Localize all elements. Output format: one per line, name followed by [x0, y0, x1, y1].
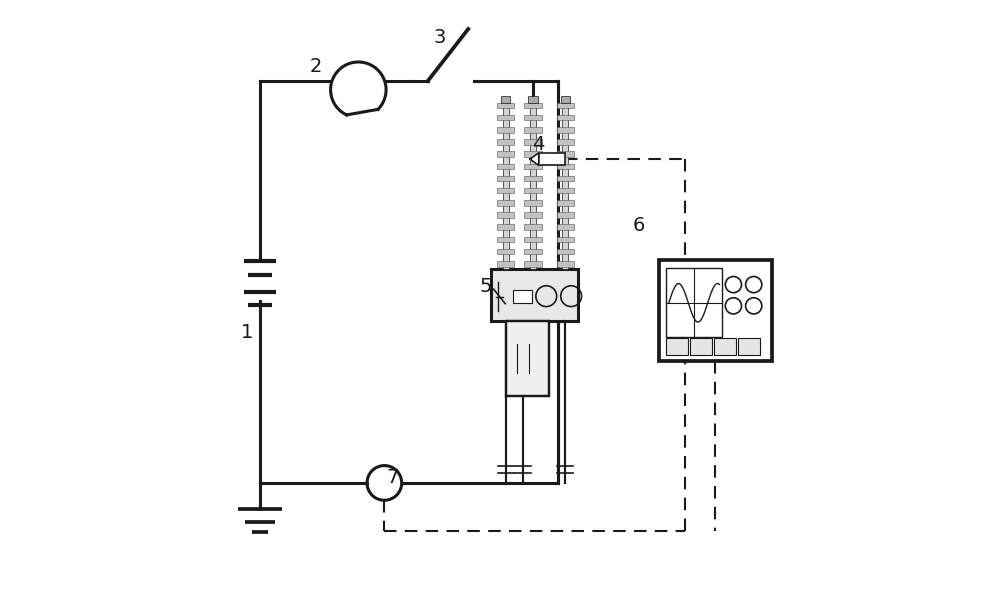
Bar	[557, 152, 574, 157]
Bar	[524, 152, 542, 157]
Bar	[524, 237, 542, 242]
Bar	[497, 163, 514, 169]
Bar	[524, 127, 542, 133]
Bar	[497, 249, 514, 254]
Bar	[557, 139, 574, 145]
Bar	[497, 115, 514, 120]
Bar	[659, 260, 772, 362]
Bar	[690, 338, 712, 355]
Bar	[524, 103, 542, 108]
Bar	[497, 127, 514, 133]
Text: 3: 3	[433, 28, 445, 47]
Bar	[513, 290, 532, 303]
Text: 1: 1	[241, 323, 253, 342]
Bar	[497, 224, 514, 230]
Bar	[557, 261, 574, 267]
Bar	[524, 115, 542, 120]
Bar	[497, 176, 514, 181]
Bar	[497, 152, 514, 157]
Bar	[524, 249, 542, 254]
Bar	[524, 176, 542, 181]
Text: 7: 7	[387, 468, 399, 487]
Bar	[524, 212, 542, 218]
Bar	[557, 249, 574, 254]
Bar	[557, 103, 574, 108]
Bar	[497, 212, 514, 218]
Bar	[501, 96, 510, 103]
Bar	[497, 188, 514, 194]
Bar	[530, 99, 536, 269]
Bar	[497, 139, 514, 145]
Bar	[539, 153, 565, 165]
Bar	[557, 200, 574, 206]
Bar	[557, 163, 574, 169]
Polygon shape	[530, 153, 539, 165]
Bar	[562, 99, 568, 269]
Bar	[557, 188, 574, 194]
Bar	[666, 338, 688, 355]
Text: 4: 4	[533, 135, 545, 154]
Bar	[557, 237, 574, 242]
Bar	[497, 237, 514, 242]
Bar	[557, 212, 574, 218]
Bar	[666, 268, 722, 337]
Bar	[506, 321, 549, 396]
Bar	[497, 200, 514, 206]
Bar	[557, 176, 574, 181]
Bar	[497, 103, 514, 108]
Bar	[503, 99, 509, 269]
Text: 2: 2	[310, 57, 322, 76]
Text: 6: 6	[633, 216, 645, 235]
Bar	[714, 338, 736, 355]
Bar	[738, 338, 760, 355]
Bar	[557, 224, 574, 230]
Bar	[491, 269, 578, 321]
Bar	[524, 163, 542, 169]
Bar	[497, 261, 514, 267]
Bar	[528, 96, 538, 103]
Bar	[557, 127, 574, 133]
Bar	[524, 200, 542, 206]
Bar	[524, 224, 542, 230]
Bar	[561, 96, 570, 103]
Circle shape	[367, 466, 402, 500]
Bar	[557, 115, 574, 120]
Text: 5: 5	[479, 277, 492, 296]
Bar	[524, 188, 542, 194]
Bar	[524, 139, 542, 145]
Bar	[524, 261, 542, 267]
